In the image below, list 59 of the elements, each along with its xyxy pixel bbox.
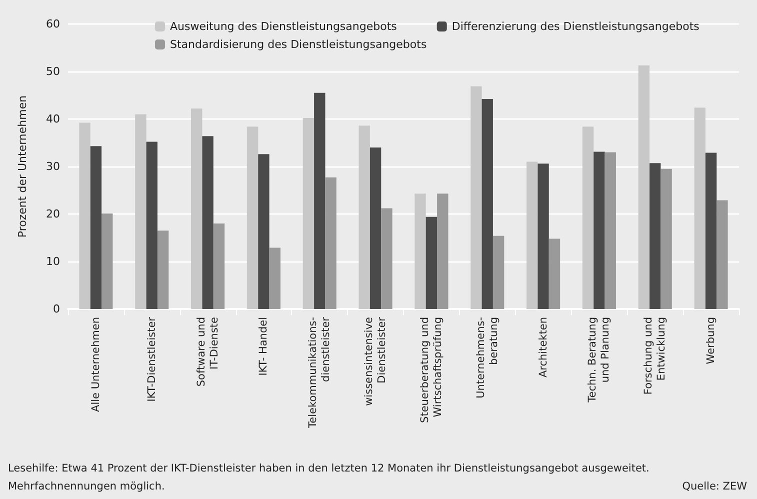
y-tick-label: 20 xyxy=(46,208,60,220)
x-tick-label: IKT- Handel xyxy=(258,317,270,376)
x-tick-label: Telekommunikations- dienstleister xyxy=(307,316,332,429)
x-tick-label: Software und IT-Dienste xyxy=(195,317,220,387)
bar xyxy=(191,108,202,309)
bar xyxy=(492,236,504,309)
bar xyxy=(246,126,258,309)
legend-label: Ausweitung des Dienstleistungsangebots xyxy=(170,20,398,33)
legend-label: Differenzierung des Dienstleistungsangebots xyxy=(452,20,700,33)
source-note: Quelle: ZEW xyxy=(682,480,748,492)
bar xyxy=(358,126,370,309)
bar xyxy=(90,146,102,309)
bar xyxy=(482,99,493,309)
bar xyxy=(582,126,594,309)
bar xyxy=(302,118,314,309)
y-tick-label: 0 xyxy=(53,302,60,316)
bar xyxy=(135,114,146,309)
bar xyxy=(694,108,706,309)
x-tick-label: Werbung xyxy=(705,317,718,364)
bar xyxy=(269,248,280,309)
bar xyxy=(426,216,438,309)
bar xyxy=(638,65,650,309)
bar xyxy=(146,142,158,309)
bar xyxy=(437,194,448,309)
x-tick-label: Alle Unternehmen xyxy=(90,317,102,412)
y-tick-label: 30 xyxy=(46,160,60,173)
bar xyxy=(604,152,616,309)
bar xyxy=(258,154,270,309)
bar xyxy=(470,86,482,309)
bar xyxy=(538,164,549,309)
bar xyxy=(370,148,382,309)
bar xyxy=(548,238,560,309)
bar xyxy=(157,230,169,309)
bar xyxy=(325,177,336,309)
y-tick-label: 50 xyxy=(46,65,60,78)
bar xyxy=(716,200,728,309)
y-tick-label: 60 xyxy=(46,18,60,30)
y-tick-label: 10 xyxy=(46,255,60,268)
x-tick-label: Architekten xyxy=(537,317,550,378)
bar xyxy=(414,194,426,309)
bar xyxy=(705,152,717,309)
x-tick-label: IKT-Dienstleister xyxy=(146,316,158,402)
text: Mehrfachnennungen möglich. xyxy=(8,480,165,492)
y-axis-title: Prozent der Unternehmen xyxy=(16,95,29,238)
bar xyxy=(102,214,113,309)
x-tick-label: Techn. Beratung und Planung xyxy=(586,317,612,404)
bar xyxy=(202,136,214,309)
legend-label: Standardisierung des Dienstleistungsangebots xyxy=(170,38,427,51)
text: Lesehilfe: Etwa 41 Prozent der IKT-Dienstleister haben in den letzten 12 Monaten ihr Dienstleistungsangebot ausgeweitet. xyxy=(8,462,650,474)
bar xyxy=(314,92,326,309)
bar xyxy=(650,163,661,309)
bar xyxy=(660,168,672,309)
bar xyxy=(213,224,225,309)
bar xyxy=(381,208,392,309)
bar xyxy=(526,162,538,309)
bar xyxy=(79,122,90,309)
bar xyxy=(594,152,605,309)
y-tick-label: 40 xyxy=(46,112,60,126)
x-tick-label: Unternehmens- beratung xyxy=(474,316,500,398)
